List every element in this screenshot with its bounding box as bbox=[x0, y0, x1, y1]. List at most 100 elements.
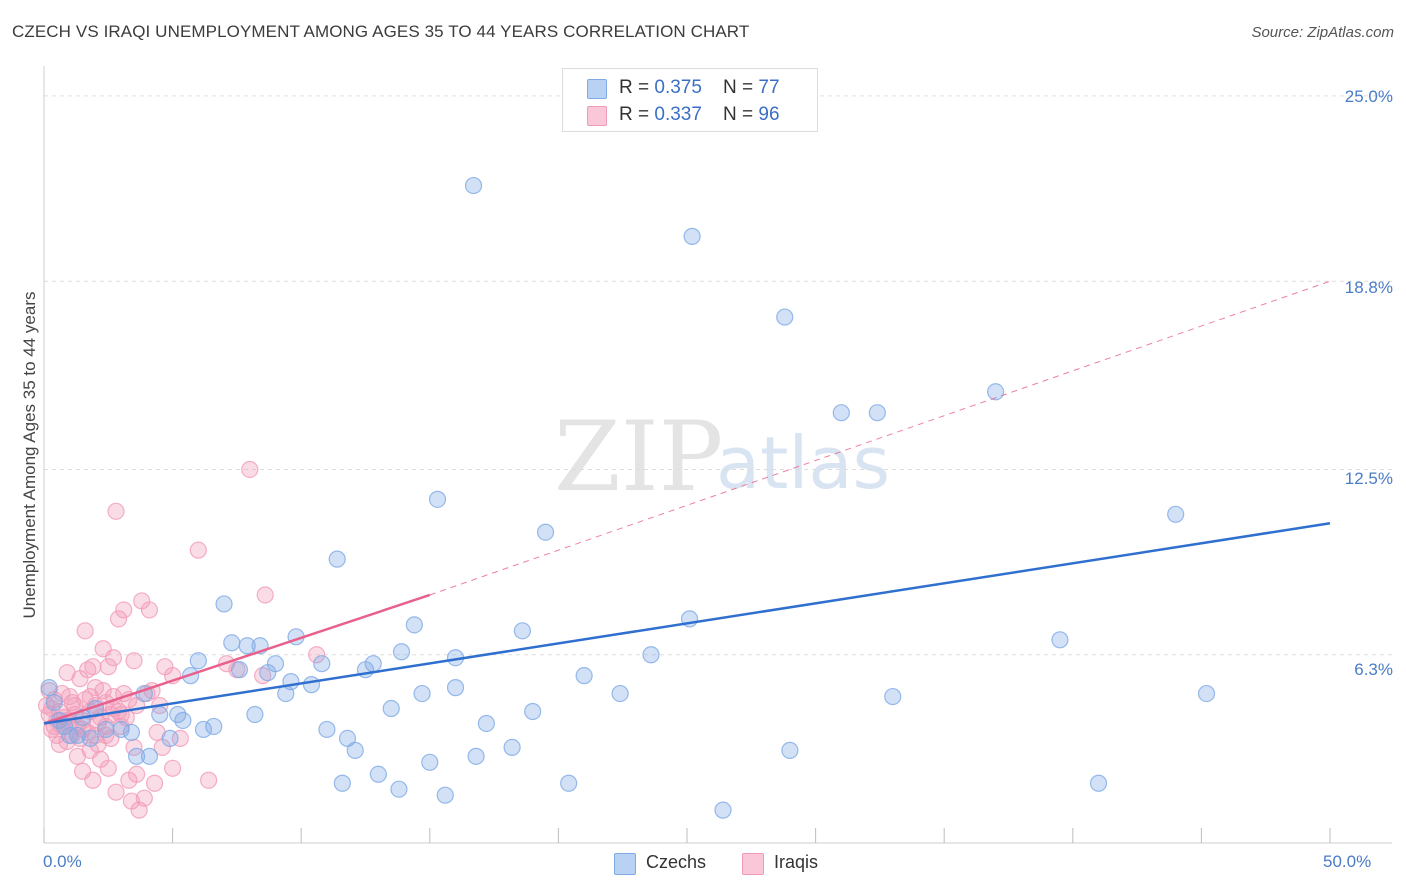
x-tick-label: 50.0% bbox=[1323, 852, 1372, 871]
czech-point bbox=[122, 723, 141, 742]
y-tick-label: 18.8% bbox=[1344, 278, 1393, 297]
iraqi-trend-line bbox=[43, 593, 431, 725]
czech-point bbox=[683, 227, 701, 245]
y-tick-label: 12.5% bbox=[1344, 469, 1393, 488]
iraqi-point bbox=[99, 759, 117, 777]
y-tick-label: 6.3% bbox=[1354, 660, 1393, 679]
czech-point bbox=[503, 738, 521, 756]
iraqi-point bbox=[84, 771, 102, 789]
czechs-swatch bbox=[587, 79, 607, 99]
iraqi-point bbox=[127, 765, 146, 783]
czech-point bbox=[436, 786, 454, 804]
czech-point bbox=[151, 705, 169, 724]
iraqi-point bbox=[107, 502, 125, 520]
czech-point bbox=[189, 652, 207, 670]
czechs-swatch bbox=[614, 853, 636, 875]
watermark-atlas: atlas bbox=[716, 421, 890, 505]
legend: R = 0.375 N = 77 R = 0.337 N = 96 bbox=[562, 68, 818, 132]
czech-point bbox=[524, 702, 542, 721]
czech-point bbox=[205, 717, 223, 736]
czech-point bbox=[140, 747, 159, 765]
czech-point bbox=[987, 383, 1005, 401]
czech-point bbox=[112, 720, 130, 739]
czech-trend-line bbox=[43, 522, 1331, 725]
iraqi-point bbox=[164, 759, 182, 777]
iraqis-label: Iraqis bbox=[774, 852, 819, 872]
iraqi-point bbox=[115, 601, 133, 619]
czech-point bbox=[346, 741, 364, 759]
czech-point bbox=[45, 693, 63, 712]
legend-n-label: N = bbox=[723, 104, 759, 125]
czech-point bbox=[392, 643, 411, 661]
czech-point bbox=[560, 774, 578, 792]
czech-point bbox=[174, 711, 192, 730]
czech-point bbox=[1167, 505, 1185, 523]
czech-point bbox=[68, 726, 87, 745]
czechs-label: Czechs bbox=[646, 852, 707, 872]
iraqi-point bbox=[107, 783, 125, 801]
iraqi-point bbox=[254, 667, 272, 685]
legend-n-value: 96 bbox=[758, 104, 780, 125]
czech-point bbox=[642, 646, 660, 664]
czech-point bbox=[215, 595, 233, 613]
czech-point bbox=[575, 667, 593, 685]
czech-point bbox=[266, 655, 285, 673]
czech-point bbox=[382, 699, 400, 718]
czech-point bbox=[318, 720, 336, 739]
czech-point bbox=[282, 673, 300, 691]
czech-point bbox=[238, 637, 256, 655]
czech-point bbox=[390, 780, 408, 798]
source-attribution: Source: ZipAtlas.com bbox=[1251, 24, 1394, 41]
czech-point bbox=[781, 741, 799, 759]
czech-point bbox=[127, 747, 146, 765]
iraqi-point bbox=[104, 649, 123, 667]
czech-point bbox=[1197, 684, 1216, 703]
czech-point bbox=[55, 717, 74, 736]
y-tick-label: 25.0% bbox=[1344, 87, 1393, 106]
czech-point bbox=[714, 801, 732, 819]
legend-r-label: R = bbox=[619, 77, 655, 98]
legend-n-label: N = bbox=[723, 77, 759, 98]
iraqi-point bbox=[200, 771, 218, 789]
czech-point bbox=[1051, 631, 1069, 649]
czech-point bbox=[467, 747, 485, 765]
czech-point bbox=[405, 616, 423, 634]
chart-title: CZECH VS IRAQI UNEMPLOYMENT AMONG AGES 3… bbox=[12, 22, 750, 41]
czech-point bbox=[40, 679, 58, 697]
iraqi-point bbox=[256, 586, 274, 604]
czech-point bbox=[333, 774, 351, 792]
iraqi-point bbox=[99, 658, 117, 676]
czech-point bbox=[230, 661, 249, 679]
iraqis-swatch bbox=[587, 106, 607, 126]
czech-point bbox=[611, 684, 629, 703]
iraqi-point bbox=[109, 610, 128, 628]
czech-point bbox=[428, 490, 447, 508]
iraqi-point bbox=[112, 705, 130, 724]
iraqi-point bbox=[61, 687, 79, 706]
czech-point bbox=[313, 655, 331, 673]
czech-point bbox=[413, 684, 431, 703]
legend-n-value: 77 bbox=[758, 77, 780, 98]
iraqi-point bbox=[140, 601, 159, 619]
czech-point bbox=[776, 308, 794, 326]
czech-point bbox=[513, 622, 531, 640]
czech-point bbox=[364, 655, 382, 673]
iraqi-point bbox=[145, 774, 164, 792]
iraqi-point bbox=[189, 541, 207, 559]
czech-point bbox=[81, 729, 99, 748]
czech-point bbox=[246, 705, 264, 724]
czech-point bbox=[477, 714, 495, 733]
iraqi-point bbox=[79, 661, 97, 679]
czech-point bbox=[464, 176, 483, 195]
czech-point bbox=[369, 765, 387, 783]
czech-point bbox=[328, 550, 346, 568]
czech-point bbox=[302, 676, 321, 694]
iraqi-trend-extension bbox=[429, 280, 1331, 596]
czech-point bbox=[868, 404, 886, 422]
watermark-zip: ZIP bbox=[554, 401, 723, 513]
x-tick-label: 0.0% bbox=[43, 852, 82, 871]
iraqi-point bbox=[86, 679, 105, 697]
iraqi-point bbox=[241, 460, 259, 479]
iraqi-point bbox=[135, 789, 153, 807]
